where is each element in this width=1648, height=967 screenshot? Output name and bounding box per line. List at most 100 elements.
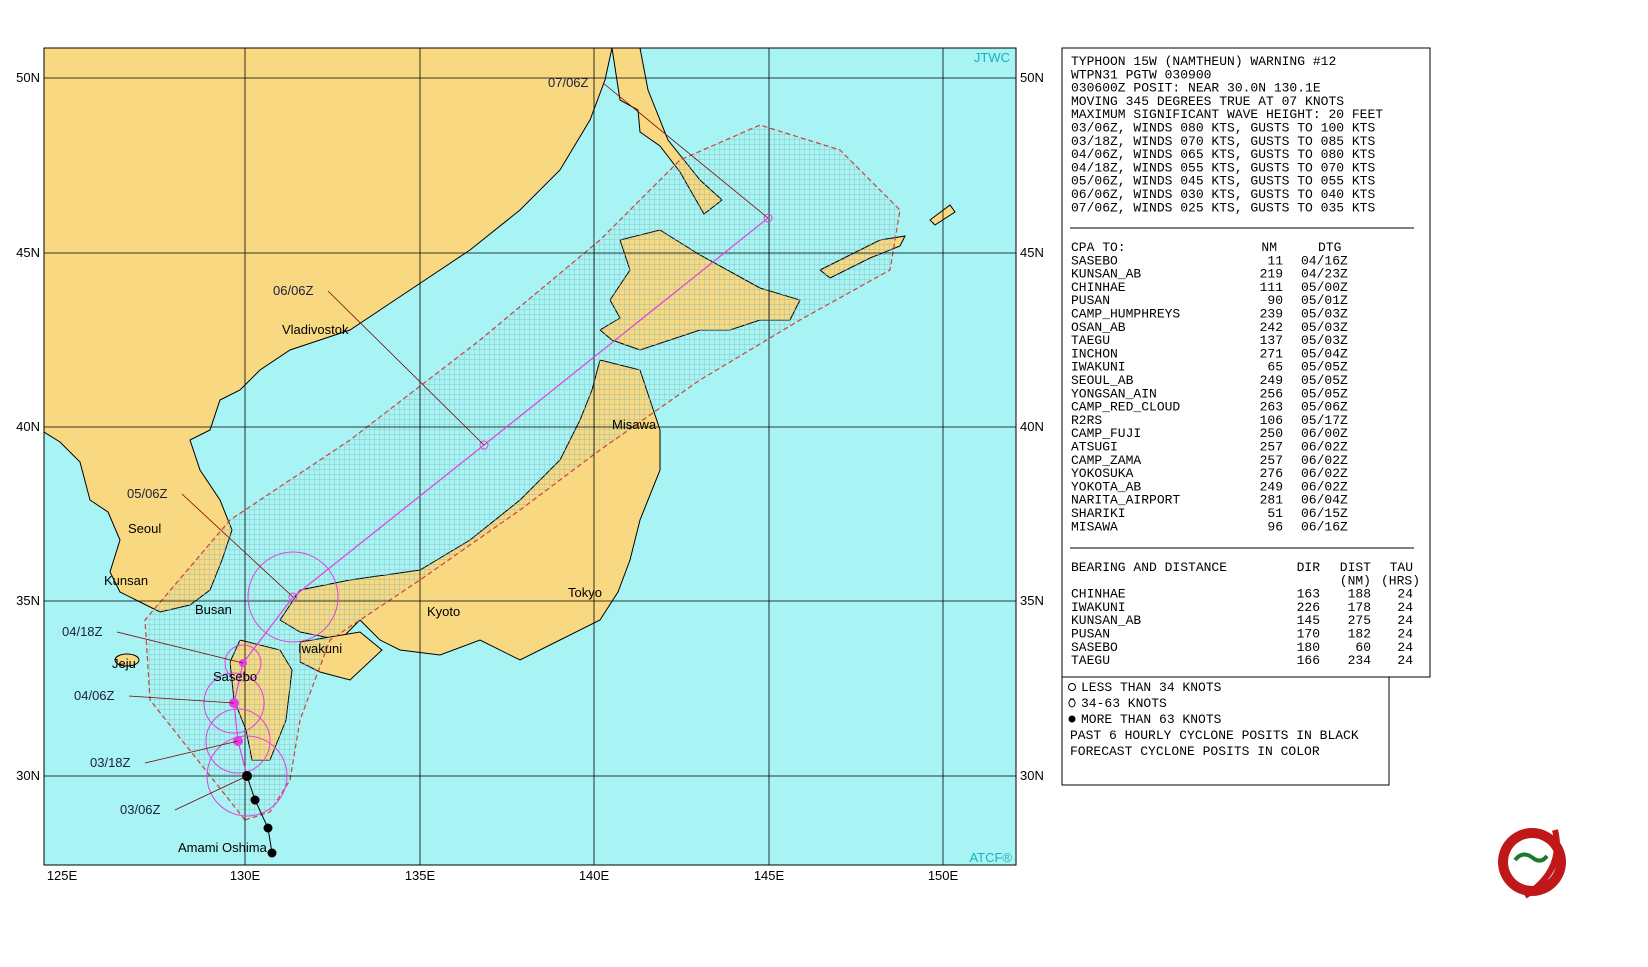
cpa-nm: 219	[1260, 267, 1283, 282]
cpa-dtg: 05/06Z	[1301, 400, 1348, 415]
bearing-name: CHINHAE	[1071, 587, 1126, 602]
cpa-nm: 256	[1260, 386, 1283, 401]
cpa-nm: 249	[1260, 373, 1283, 388]
lat-label: 40N	[16, 419, 40, 434]
map-frame	[43, 47, 1017, 866]
cpa-nm: 263	[1260, 400, 1283, 415]
cpa-nm: 276	[1260, 466, 1283, 481]
past-track	[246, 775, 273, 854]
bearing-dist: 275	[1348, 613, 1371, 628]
cpa-dtg: 05/05Z	[1301, 373, 1348, 388]
bearing-header: BEARING AND DISTANCE	[1071, 560, 1227, 575]
cpa-nm: 65	[1267, 360, 1283, 375]
cpa-nm: 257	[1260, 440, 1283, 455]
bearing-dist: 188	[1348, 587, 1371, 602]
legend-line: FORECAST CYCLONE POSITS IN COLOR	[1070, 744, 1320, 759]
lat-label: 45N	[16, 245, 40, 260]
cpa-dtg: 05/01Z	[1301, 293, 1348, 308]
cpa-header: DTG	[1318, 240, 1341, 255]
legend-line: PAST 6 HOURLY CYCLONE POSITS IN BLACK	[1070, 728, 1359, 743]
bearing-header: DIR	[1297, 560, 1321, 575]
bearing-subheader: (HRS)	[1381, 573, 1420, 588]
cpa-name: CHINHAE	[1071, 280, 1126, 295]
legend-line: LESS THAN 34 KNOTS	[1081, 680, 1222, 695]
place-label: Seoul	[128, 521, 161, 536]
cpa-header: NM	[1261, 240, 1277, 255]
place-label: Kunsan	[104, 573, 148, 588]
forecast-time: 07/06Z	[548, 75, 589, 90]
warning-line: 05/06Z, WINDS 045 KTS, GUSTS TO 055 KTS	[1071, 174, 1375, 189]
cpa-dtg: 05/00Z	[1301, 280, 1348, 295]
legend-symbols	[1068, 683, 1076, 723]
bearing-dir: 226	[1297, 600, 1320, 615]
cpa-dtg: 06/16Z	[1301, 519, 1348, 534]
cpa-nm: 137	[1260, 333, 1283, 348]
lat-label: 45N	[1020, 245, 1044, 260]
legend-panel	[1061, 676, 1390, 786]
bearing-dir: 180	[1297, 640, 1320, 655]
lat-label: 30N	[1020, 768, 1044, 783]
place-label: Iwakuni	[298, 641, 342, 656]
lat-label: 35N	[16, 593, 40, 608]
warning-line: 07/06Z, WINDS 025 KTS, GUSTS TO 035 KTS	[1071, 200, 1375, 215]
bearing-header: DIST	[1340, 560, 1371, 575]
lon-label: 125E	[47, 868, 78, 883]
cpa-name: CAMP_FUJI	[1071, 426, 1141, 441]
warning-line: 04/06Z, WINDS 065 KTS, GUSTS TO 080 KTS	[1071, 147, 1375, 162]
warning-line: 04/18Z, WINDS 055 KTS, GUSTS TO 070 KTS	[1071, 160, 1375, 175]
cpa-dtg: 06/00Z	[1301, 426, 1348, 441]
bearing-dist: 182	[1348, 627, 1371, 642]
cpa-nm: 90	[1267, 293, 1283, 308]
mainland	[44, 48, 613, 613]
cpa-nm: 51	[1267, 506, 1283, 521]
cpa-name: SASEBO	[1071, 253, 1118, 268]
forecast-time: 04/06Z	[74, 688, 115, 703]
lat-label: 40N	[1020, 419, 1044, 434]
bearing-dir: 145	[1297, 613, 1320, 628]
cpa-nm: 111	[1260, 280, 1284, 295]
lon-label: 130E	[230, 868, 261, 883]
leader-line	[174, 775, 248, 811]
bearing-dir: 170	[1297, 627, 1320, 642]
place-label: Busan	[195, 602, 232, 617]
cpa-nm: 11	[1267, 253, 1283, 268]
cpa-dtg: 05/03Z	[1301, 320, 1348, 335]
cpa-name: YOKOTA_AB	[1071, 479, 1141, 494]
place-label: Tokyo	[568, 585, 602, 600]
forecast-time: 06/06Z	[273, 283, 314, 298]
lat-label: 30N	[16, 768, 40, 783]
bearing-name: SASEBO	[1071, 640, 1118, 655]
cpa-nm: 242	[1260, 320, 1283, 335]
cpa-name: SEOUL_AB	[1071, 373, 1134, 388]
cpa-dtg: 04/23Z	[1301, 267, 1348, 282]
cpa-name: CAMP_RED_CLOUD	[1071, 400, 1180, 415]
legend-line: MORE THAN 63 KNOTS	[1081, 712, 1222, 727]
lon-label: 135E	[405, 868, 436, 883]
cpa-dtg: 05/17Z	[1301, 413, 1348, 428]
warning-line: 030600Z POSIT: NEAR 30.0N 130.1E	[1071, 81, 1321, 96]
cpa-dtg: 06/04Z	[1301, 493, 1348, 508]
cpa-nm: 281	[1260, 493, 1284, 508]
bearing-tau: 24	[1397, 613, 1413, 628]
map: JTWC ATCF® Vladivostok Seoul Kunsan Busan Jeju…	[44, 48, 1016, 865]
leader-line	[144, 740, 239, 764]
bearing-dist: 60	[1355, 640, 1371, 655]
lat-label: 50N	[1020, 70, 1044, 85]
bearing-tau: 24	[1397, 627, 1413, 642]
warning-line: MOVING 345 DEGREES TRUE AT 07 KNOTS	[1071, 94, 1344, 109]
cpa-name: MISAWA	[1071, 519, 1118, 534]
forecast-time: 05/06Z	[127, 486, 168, 501]
warning-line: TYPHOON 15W (NAMTHEUN) WARNING #12	[1071, 54, 1336, 69]
cpa-nm: 257	[1260, 453, 1283, 468]
cpa-nm: 271	[1260, 346, 1284, 361]
cpa-name: NARITA_AIRPORT	[1071, 493, 1180, 508]
cpa-name: YOKOSUKA	[1071, 466, 1134, 481]
graticule	[44, 48, 1016, 865]
past-positions	[250, 795, 277, 858]
place-label: Kyoto	[427, 604, 460, 619]
wind-radii	[203, 551, 339, 817]
cpa-dtg: 05/05Z	[1301, 386, 1348, 401]
bearing-name: TAEGU	[1071, 653, 1110, 668]
lon-label: 140E	[579, 868, 610, 883]
